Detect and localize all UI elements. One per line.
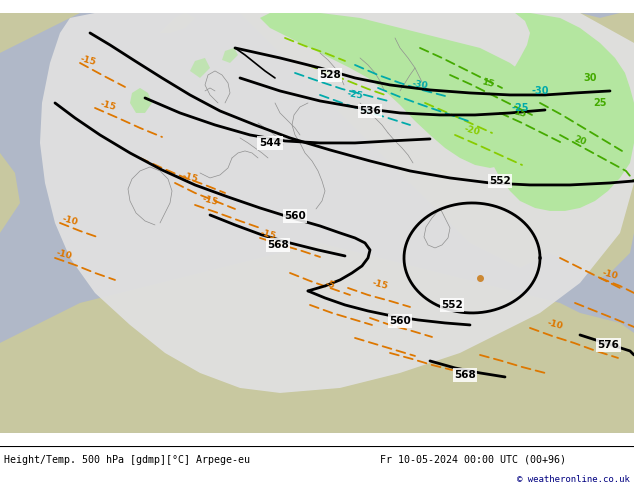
Text: 544: 544: [259, 138, 281, 148]
Text: 560: 560: [389, 316, 411, 326]
Text: -15: -15: [371, 278, 389, 292]
Text: 560: 560: [284, 211, 306, 221]
Polygon shape: [0, 13, 80, 53]
Text: -10: -10: [61, 215, 79, 227]
Text: 15: 15: [481, 77, 495, 89]
Text: -10: -10: [546, 318, 564, 331]
Text: 552: 552: [489, 176, 511, 186]
Polygon shape: [222, 48, 238, 63]
Text: 20: 20: [573, 135, 587, 147]
Text: -10: -10: [55, 248, 73, 261]
Polygon shape: [0, 243, 634, 433]
Text: -25: -25: [511, 103, 529, 113]
Text: 568: 568: [454, 370, 476, 380]
Text: 576: 576: [597, 340, 619, 350]
Text: -15: -15: [259, 228, 277, 242]
Text: -25: -25: [346, 89, 364, 101]
Text: 536: 536: [359, 106, 381, 116]
Text: Fr 10-05-2024 00:00 UTC (00+96): Fr 10-05-2024 00:00 UTC (00+96): [380, 455, 566, 465]
Polygon shape: [130, 88, 152, 113]
Text: -15: -15: [99, 99, 117, 112]
Text: © weatheronline.co.uk: © weatheronline.co.uk: [517, 475, 630, 485]
Polygon shape: [160, 13, 195, 33]
Polygon shape: [240, 13, 634, 278]
Text: 552: 552: [441, 300, 463, 310]
Text: -30: -30: [531, 86, 549, 96]
Text: Height/Temp. 500 hPa [gdmp][°C] Arpege-eu: Height/Temp. 500 hPa [gdmp][°C] Arpege-e…: [4, 455, 250, 465]
Text: -10: -10: [601, 269, 619, 281]
Text: -15: -15: [79, 54, 97, 68]
Polygon shape: [190, 58, 210, 78]
Text: 15: 15: [513, 107, 527, 119]
Text: 568: 568: [267, 240, 289, 250]
Polygon shape: [260, 13, 550, 168]
Text: -15: -15: [181, 172, 199, 184]
Text: -30: -30: [411, 79, 429, 91]
Text: 528: 528: [319, 70, 341, 80]
Polygon shape: [40, 13, 634, 393]
Text: -5: -5: [324, 279, 336, 291]
Text: 25: 25: [593, 98, 607, 108]
Text: 30: 30: [583, 73, 597, 83]
Polygon shape: [0, 153, 20, 233]
Text: -20: -20: [463, 124, 481, 137]
Polygon shape: [490, 13, 634, 211]
Polygon shape: [415, 13, 634, 88]
Text: -15: -15: [201, 195, 219, 207]
